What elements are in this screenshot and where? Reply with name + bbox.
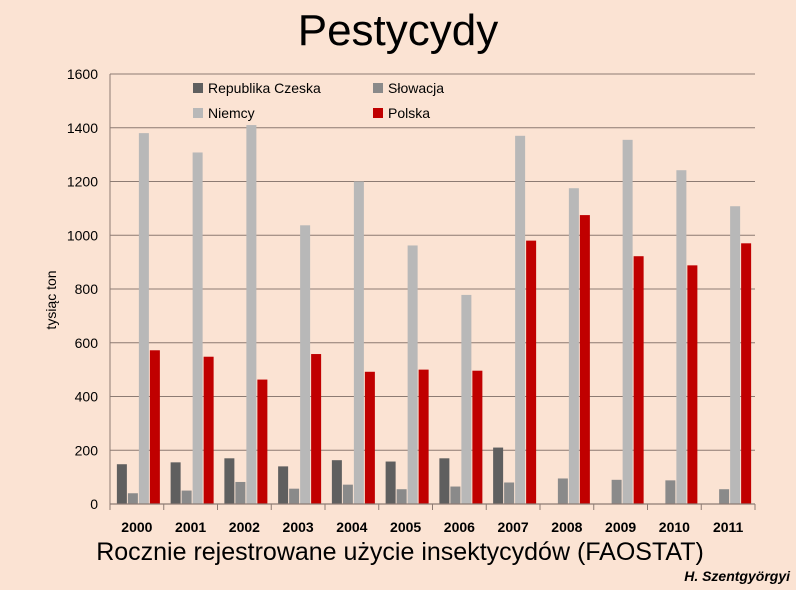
y-tick-label: 1400	[67, 120, 98, 136]
bar	[568, 188, 579, 504]
legend-swatch	[373, 108, 383, 118]
bar	[418, 369, 429, 504]
bar	[450, 486, 461, 504]
legend-swatch	[373, 83, 383, 93]
bar	[342, 484, 353, 504]
bar	[515, 135, 526, 504]
bar	[611, 479, 622, 504]
x-tick-label: 2011	[713, 519, 744, 535]
bar	[257, 379, 268, 504]
bar	[138, 133, 149, 504]
bar	[289, 488, 300, 504]
bar	[116, 464, 127, 504]
y-tick-label: 200	[75, 442, 99, 458]
x-tick-label: 2003	[283, 519, 314, 535]
y-tick-label: 1200	[67, 174, 98, 190]
x-axis-ticks: 2000 2001 2002 2003 2004 2005 2006 2007 2008 2009…	[109, 504, 756, 535]
bar	[461, 294, 472, 504]
bar	[730, 206, 741, 504]
author-credit: H. Szentgyörgyi	[684, 568, 790, 584]
y-tick-label: 800	[75, 281, 99, 297]
bar	[676, 170, 687, 504]
bar	[311, 354, 322, 504]
legend-label: Słowacja	[388, 80, 444, 96]
bar	[396, 489, 407, 504]
x-tick-label: 2004	[336, 519, 367, 535]
legend: Republika Czeska Słowacja Niemcy Polska	[193, 80, 444, 121]
bar	[181, 490, 192, 504]
bar	[579, 215, 590, 504]
bar	[235, 481, 246, 504]
bars	[116, 125, 752, 504]
bar	[246, 125, 257, 504]
x-tick-label: 2008	[551, 519, 582, 535]
x-tick-label: 2002	[229, 519, 260, 535]
bar	[557, 478, 568, 504]
page-title: Pestycydy	[297, 6, 499, 55]
legend-label: Republika Czeska	[208, 80, 321, 96]
bar	[149, 350, 160, 504]
bar	[622, 139, 633, 504]
legend-label: Polska	[388, 105, 430, 121]
y-tick-label: 600	[75, 335, 99, 351]
bar	[300, 225, 311, 504]
bar	[719, 489, 730, 504]
bar	[741, 243, 752, 504]
legend-label: Niemcy	[208, 105, 255, 121]
x-tick-label: 2006	[444, 519, 475, 535]
bar	[407, 245, 418, 504]
bar	[493, 447, 504, 504]
bar	[331, 460, 342, 504]
x-tick-label: 2005	[390, 519, 421, 535]
bar	[385, 461, 396, 504]
legend-swatch	[193, 83, 203, 93]
bar	[170, 462, 181, 504]
y-tick-label: 1600	[67, 66, 98, 82]
bar	[353, 181, 364, 504]
bar	[278, 466, 289, 504]
y-tick-label: 0	[90, 496, 98, 512]
x-tick-label: 2000	[121, 519, 152, 535]
y-axis-ticks: 0 200 400 600 800 1000 1200 1400 1600	[67, 66, 98, 512]
y-axis-label: tysiąc ton	[43, 270, 59, 329]
bar	[633, 256, 644, 504]
bar	[526, 240, 537, 504]
bar	[192, 152, 203, 504]
y-tick-label: 1000	[67, 227, 98, 243]
bar	[364, 371, 375, 504]
x-tick-label: 2007	[498, 519, 529, 535]
bar	[439, 458, 450, 504]
grid-lines	[110, 73, 755, 451]
bar	[687, 265, 698, 504]
bar	[127, 493, 138, 504]
chart-caption: Rocznie rejestrowane użycie insektycydów…	[96, 538, 704, 566]
legend-swatch	[193, 108, 203, 118]
x-tick-label: 2009	[605, 519, 636, 535]
bar	[203, 356, 214, 504]
bar	[224, 458, 235, 504]
bar	[472, 370, 483, 504]
x-tick-label: 2010	[659, 519, 690, 535]
y-tick-label: 400	[75, 389, 99, 405]
axes	[109, 74, 755, 505]
bar	[504, 482, 515, 504]
x-tick-label: 2001	[175, 519, 206, 535]
bar	[665, 480, 676, 504]
